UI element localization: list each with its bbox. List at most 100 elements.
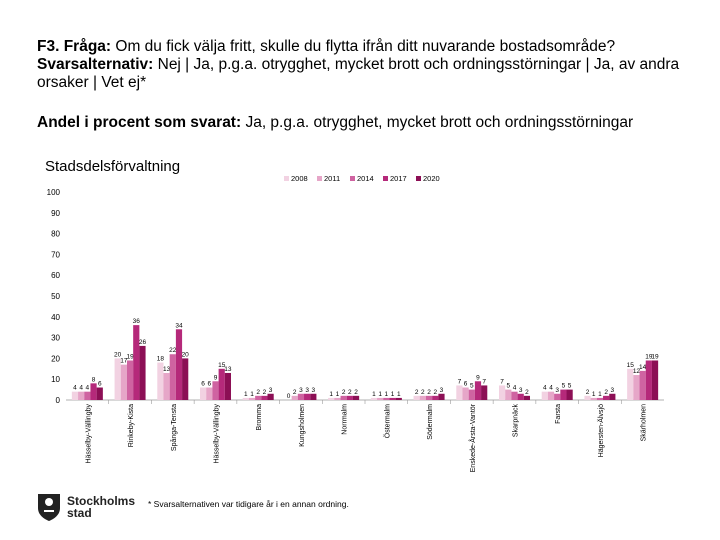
bar xyxy=(126,360,134,400)
x-category-label: Södermalm xyxy=(427,404,434,440)
bar xyxy=(255,395,262,400)
data-label: 18 xyxy=(157,356,165,363)
data-label: 2 xyxy=(525,389,529,396)
data-label: 2 xyxy=(263,389,267,396)
data-label: 2 xyxy=(421,389,425,396)
bar xyxy=(511,391,518,400)
y-tick-label: 40 xyxy=(51,313,60,322)
data-label: 1 xyxy=(378,391,382,398)
legend-label: 2011 xyxy=(324,174,340,183)
bar xyxy=(383,397,390,400)
bar xyxy=(340,395,347,400)
data-label: 3 xyxy=(305,387,309,394)
legend-label: 2020 xyxy=(423,174,440,183)
y-tick-label: 60 xyxy=(51,271,60,280)
data-label: 1 xyxy=(372,391,376,398)
bar xyxy=(206,387,213,400)
x-category-label: Skärholmen xyxy=(641,404,648,441)
bar xyxy=(291,395,298,400)
bar xyxy=(334,397,341,400)
data-label: 8 xyxy=(92,376,96,383)
data-label: 20 xyxy=(114,351,122,358)
data-label: 13 xyxy=(224,366,232,373)
bar xyxy=(304,393,311,400)
bar xyxy=(468,389,475,400)
data-label: 3 xyxy=(440,387,444,394)
bar xyxy=(200,387,207,400)
bar xyxy=(609,393,616,400)
bar xyxy=(566,389,573,400)
legend-label: 2017 xyxy=(390,174,407,183)
data-label: 4 xyxy=(543,385,547,392)
bar xyxy=(554,393,561,400)
bar xyxy=(90,383,97,400)
bar xyxy=(352,395,360,400)
bar xyxy=(633,375,640,400)
bar xyxy=(523,395,530,400)
legend-label: 2008 xyxy=(291,174,308,183)
x-category-label: Farsta xyxy=(555,404,562,424)
data-label: 4 xyxy=(549,385,553,392)
data-label: 26 xyxy=(139,339,147,346)
bar xyxy=(499,385,506,400)
y-tick-label: 10 xyxy=(51,375,60,384)
bar xyxy=(505,389,512,400)
bar xyxy=(224,372,231,400)
data-label: 1 xyxy=(250,391,254,398)
bar xyxy=(481,385,488,400)
bar xyxy=(157,362,164,400)
bar xyxy=(218,368,225,400)
data-label: 12 xyxy=(633,368,641,375)
data-label: 2 xyxy=(293,389,297,396)
bar xyxy=(395,397,402,400)
data-label: 19 xyxy=(126,353,134,360)
bar xyxy=(517,393,524,400)
stockholm-logo: Stockholms stad xyxy=(36,492,135,522)
data-label: 3 xyxy=(555,387,559,394)
chart-title: Stadsdelsförvaltning xyxy=(45,158,181,175)
bar xyxy=(261,395,268,400)
legend-swatch xyxy=(350,176,355,181)
data-label: 13 xyxy=(163,366,171,373)
question-text: Om du fick välja fritt, skulle du flytta… xyxy=(111,38,616,55)
bar xyxy=(584,395,591,400)
logo-line1: Stockholms xyxy=(67,494,136,508)
y-tick-label: 0 xyxy=(56,396,61,405)
x-category-label: Hässelby-Vällingby xyxy=(214,404,221,464)
data-label: 1 xyxy=(336,391,340,398)
bar xyxy=(310,393,317,400)
data-label: 4 xyxy=(513,385,517,392)
y-tick-label: 70 xyxy=(51,250,60,259)
bar xyxy=(169,354,176,400)
bar xyxy=(596,397,604,400)
data-label: 1 xyxy=(592,391,596,398)
subtitle: Andel i procent som svarat: Ja, p.g.a. o… xyxy=(37,114,687,132)
data-label: 20 xyxy=(182,351,190,358)
bar xyxy=(248,397,256,400)
subtitle-prefix: Andel i procent som svarat: xyxy=(37,114,242,131)
bar xyxy=(370,397,378,400)
data-label: 3 xyxy=(519,387,523,394)
x-category-label: Hägersten-Älvsjö xyxy=(597,404,605,457)
bar xyxy=(651,360,659,400)
data-label: 1 xyxy=(244,391,248,398)
bar xyxy=(96,387,103,400)
bar xyxy=(182,358,189,400)
bar xyxy=(438,393,445,400)
bar xyxy=(541,391,548,400)
y-tick-label: 80 xyxy=(51,230,60,239)
bar xyxy=(413,395,420,400)
data-label: 1 xyxy=(391,391,395,398)
x-category-label: Bromma xyxy=(256,404,263,431)
logo-line2: stad xyxy=(67,506,92,520)
crest-icon xyxy=(38,494,60,521)
data-label: 2 xyxy=(586,389,590,396)
footnote: * Svarsalternativen var tidigare år i en… xyxy=(148,499,349,509)
question-header: F3. Fråga: Om du fick välja fritt, skull… xyxy=(37,38,687,92)
legend-label: 2014 xyxy=(357,174,374,183)
bar xyxy=(78,391,85,400)
y-tick-label: 50 xyxy=(51,292,60,301)
x-category-label: Kungsholmen xyxy=(299,404,306,447)
bar xyxy=(425,395,433,400)
subtitle-text: Ja, p.g.a. otrygghet, mycket brott och o… xyxy=(241,114,634,131)
